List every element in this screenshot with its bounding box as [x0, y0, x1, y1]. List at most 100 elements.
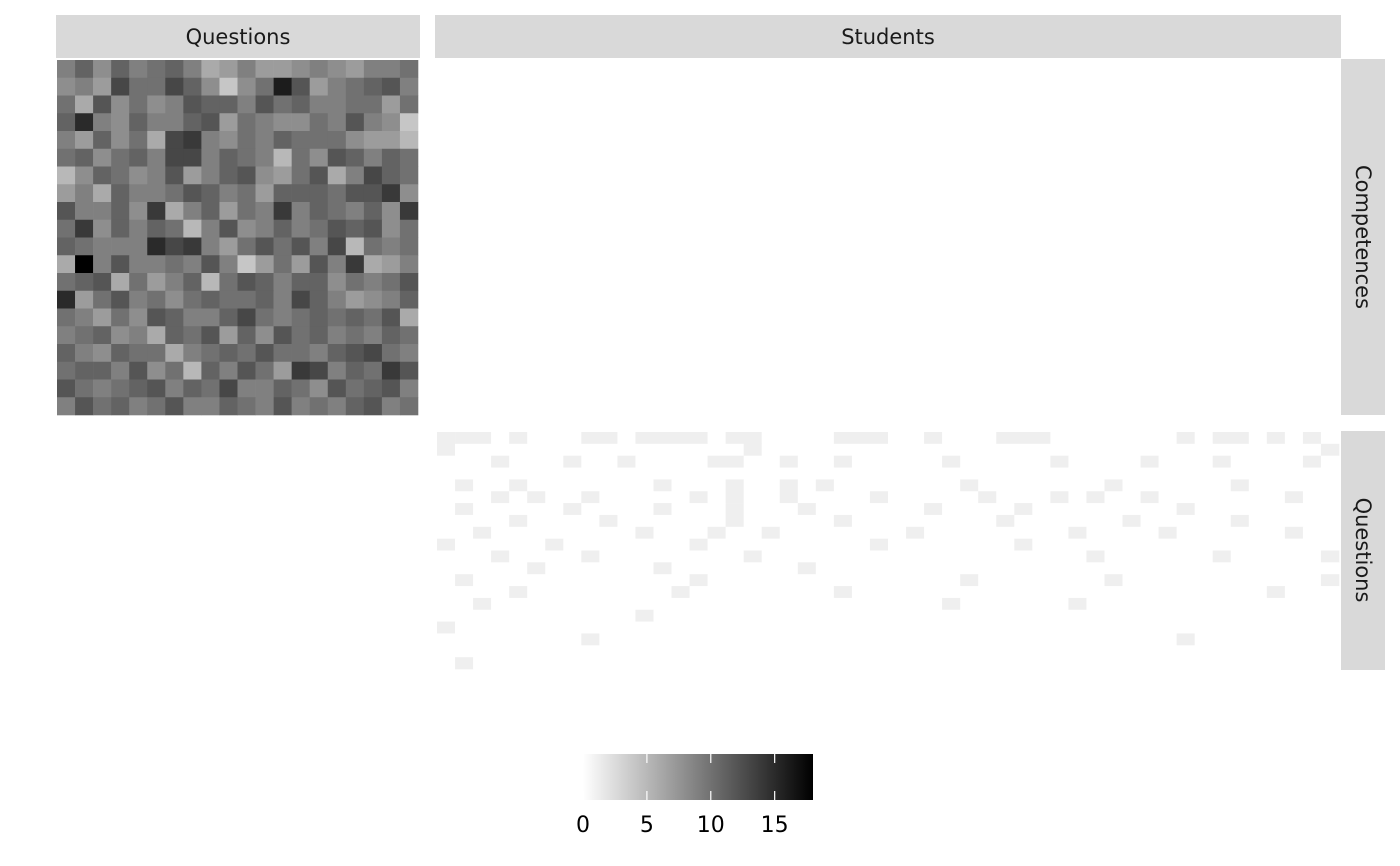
heatmap-cell: [924, 550, 943, 563]
heatmap-cell: [833, 645, 853, 658]
heatmap-cell: [960, 645, 979, 658]
heatmap-cell: [237, 326, 256, 345]
heatmap-cell: [57, 326, 76, 345]
heatmap-cell: [743, 432, 763, 445]
heatmap-cell: [671, 645, 690, 658]
heatmap-cell: [1302, 432, 1322, 445]
heatmap-cell: [437, 455, 456, 468]
heatmap-cell: [1050, 645, 1069, 658]
heatmap-cell: [1230, 550, 1250, 563]
heatmap-cell: [93, 237, 112, 256]
heatmap-cell: [707, 657, 726, 670]
heatmap-cell: [906, 491, 925, 504]
heatmap-cell: [960, 455, 979, 468]
heatmap-cell: [743, 633, 763, 646]
heatmap-cell: [797, 621, 817, 634]
heatmap-cell: [491, 609, 510, 622]
heatmap-cell: [1086, 574, 1105, 587]
heatmap-cell: [1068, 562, 1087, 575]
heatmap-cell: [1140, 491, 1159, 504]
heatmap-cell: [1320, 467, 1340, 480]
heatmap-cell: [996, 526, 1015, 539]
heatmap-cell: [725, 503, 744, 516]
heatmap-cell: [363, 77, 383, 96]
heatmap-cell: [563, 455, 582, 468]
heatmap-cell: [797, 586, 817, 599]
heatmap-cell: [1122, 503, 1141, 516]
heatmap-cell: [399, 184, 419, 203]
heatmap-cell: [219, 344, 238, 363]
heatmap-cell: [527, 514, 546, 528]
heatmap-cell: [327, 326, 347, 345]
heatmap-cell: [1284, 455, 1304, 468]
heatmap-cell: [473, 586, 492, 599]
heatmap-cell: [111, 219, 130, 238]
heatmap-cell: [797, 562, 817, 575]
heatmap-cell: [273, 397, 292, 416]
heatmap-cell: [978, 467, 997, 480]
heatmap-cell: [455, 633, 474, 646]
heatmap-cell: [111, 361, 130, 380]
heatmap-cell: [888, 645, 907, 658]
heatmap-cell: [491, 597, 510, 611]
heatmap-cell: [455, 597, 474, 611]
heatmap-cell: [779, 621, 799, 634]
heatmap-cell: [1032, 467, 1051, 480]
heatmap-cell: [147, 60, 166, 79]
heatmap-cell: [201, 273, 220, 292]
heatmap-cell: [1248, 597, 1268, 611]
heatmap-cell: [707, 550, 726, 563]
heatmap-cell: [1140, 467, 1159, 480]
heatmap-cell: [978, 538, 997, 551]
heatmap-cell: [1140, 432, 1159, 445]
heatmap-cell: [545, 562, 564, 575]
heatmap-cell: [57, 77, 76, 96]
heatmap-cell: [327, 308, 347, 327]
heatmap-cell: [996, 432, 1015, 445]
heatmap-cell: [906, 550, 925, 563]
heatmap-cell: [273, 308, 292, 327]
heatmap-cell: [381, 344, 401, 363]
heatmap-cell: [833, 633, 853, 646]
heatmap-cell: [851, 621, 871, 634]
heatmap-cell: [779, 597, 799, 611]
heatmap-cell: [797, 550, 817, 563]
heatmap-cell: [996, 562, 1015, 575]
heatmap-cell: [1212, 609, 1232, 622]
heatmap-cell: [617, 503, 636, 516]
heatmap-cell: [671, 514, 690, 528]
heatmap-cell: [545, 503, 564, 516]
heatmap-cell: [1032, 657, 1051, 670]
heatmap-cell: [563, 443, 582, 456]
heatmap-cell: [545, 526, 564, 539]
heatmap-cell: [363, 202, 383, 221]
heatmap-cell: [147, 113, 166, 132]
heatmap-cell: [1122, 443, 1141, 456]
heatmap-cell: [57, 379, 76, 398]
heatmap-cell: [635, 479, 654, 492]
heatmap-cell: [237, 113, 256, 132]
heatmap-cell: [978, 503, 997, 516]
heatmap-cell: [473, 455, 492, 468]
heatmap-cell: [815, 562, 835, 575]
heatmap-cell: [942, 609, 961, 622]
heatmap-cell: [509, 633, 528, 646]
heatmap-cell: [381, 60, 401, 79]
heatmap-cell: [851, 562, 871, 575]
heatmap-cell: [473, 562, 492, 575]
heatmap-cell: [707, 538, 726, 551]
heatmap-cell: [363, 290, 383, 309]
heatmap-cell: [1050, 657, 1069, 670]
heatmap-cell: [1176, 550, 1195, 563]
heatmap-cell: [1050, 443, 1069, 456]
heatmap-cell: [93, 77, 112, 96]
heatmap-cell: [617, 514, 636, 528]
heatmap-cell: [255, 148, 274, 167]
heatmap-cell: [1266, 550, 1286, 563]
heatmap-cell: [1302, 479, 1322, 492]
heatmap-cell: [237, 344, 256, 363]
heatmap-cell: [201, 326, 220, 345]
heatmap-cell: [75, 202, 94, 221]
heatmap-cell: [1086, 609, 1105, 622]
heatmap-cell: [399, 344, 419, 363]
